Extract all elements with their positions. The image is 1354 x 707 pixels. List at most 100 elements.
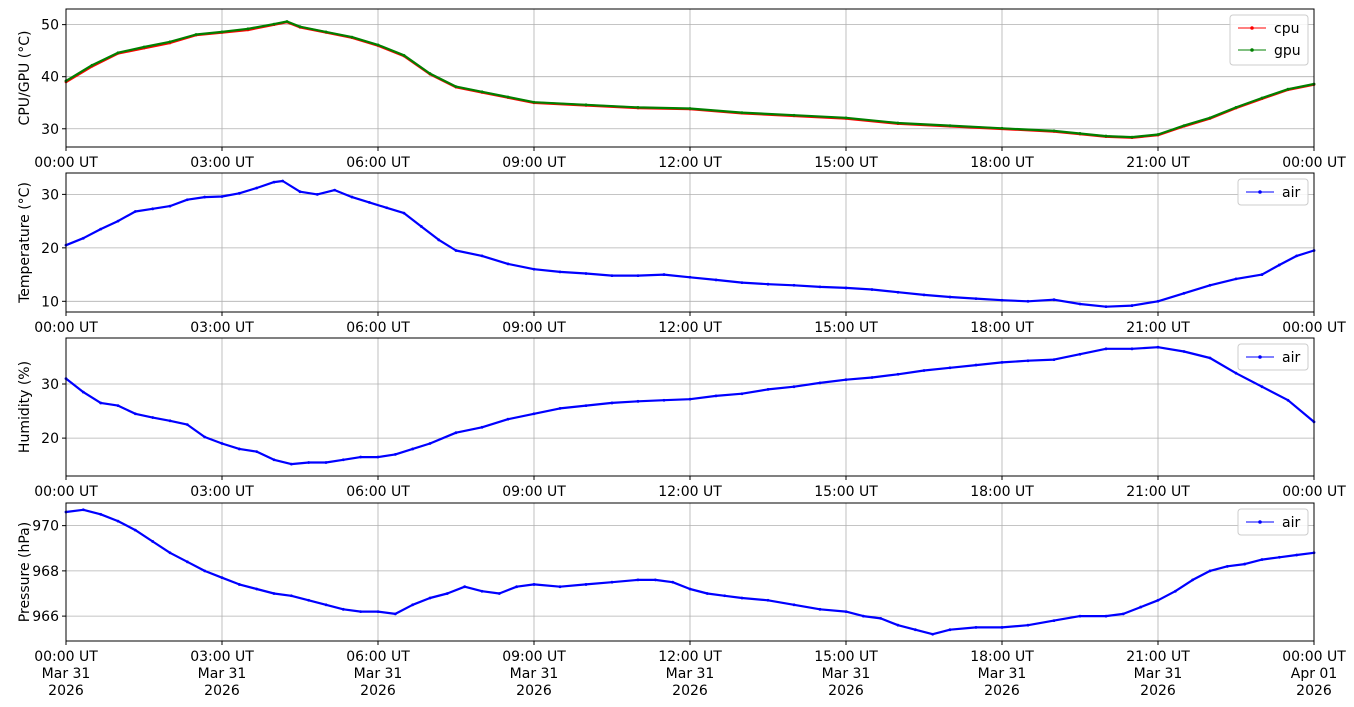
data-point	[385, 206, 389, 210]
x-tick-label: 03:00 UT	[190, 320, 254, 336]
data-point	[558, 406, 562, 410]
x-tick-label: 12:00 UT	[658, 320, 722, 336]
x-tick-label: 15:00 UT	[814, 155, 878, 171]
data-point	[948, 295, 952, 299]
data-point	[1026, 359, 1030, 363]
legend: air	[1237, 508, 1309, 536]
data-point	[350, 35, 354, 39]
data-point	[1104, 134, 1108, 138]
x-tick-label: 12:00 UT Mar 31 2026	[658, 649, 722, 699]
data-point	[714, 278, 718, 282]
data-point	[974, 363, 978, 367]
data-point	[454, 431, 458, 435]
data-point	[237, 191, 241, 195]
series-line-air	[65, 179, 1315, 308]
data-point	[792, 113, 796, 117]
data-point	[168, 204, 172, 208]
data-point	[272, 180, 276, 184]
data-point	[237, 583, 241, 586]
data-point	[324, 603, 328, 607]
data-point	[636, 106, 640, 109]
data-point	[341, 607, 345, 611]
data-point	[870, 376, 874, 379]
x-tick-label: 09:00 UT	[502, 484, 566, 500]
y-tick-label: 20	[41, 431, 59, 447]
data-point	[922, 369, 926, 372]
data-point	[931, 632, 935, 636]
legend-marker	[1258, 190, 1262, 194]
data-point	[844, 286, 848, 290]
data-point	[437, 238, 441, 242]
data-point	[948, 366, 952, 370]
data-point	[454, 249, 458, 252]
subplots: 30 40 50 00:00 UT 03:00 UT 06:00 UT 09:00 UT 12…	[17, 8, 1346, 699]
data-point	[255, 587, 259, 591]
data-point	[1156, 133, 1160, 136]
data-point	[116, 519, 120, 523]
data-point	[688, 397, 692, 401]
data-point	[428, 596, 432, 600]
x-tick-label: 03:00 UT	[190, 155, 254, 171]
legend-label-air: air	[1282, 185, 1300, 201]
data-point	[1000, 626, 1004, 629]
data-point	[1052, 129, 1056, 133]
data-point	[653, 578, 657, 582]
data-point	[558, 585, 562, 589]
data-point	[411, 447, 415, 451]
data-point	[1104, 347, 1108, 351]
data-point	[1182, 291, 1186, 295]
data-point	[740, 596, 744, 600]
data-point	[1130, 135, 1134, 139]
data-point	[194, 33, 198, 36]
y-axis-label: Humidity (%)	[17, 361, 33, 453]
data-point	[185, 198, 189, 202]
data-point	[99, 512, 103, 516]
data-point	[532, 267, 536, 271]
x-tick-label: 06:00 UT	[346, 155, 410, 171]
data-point	[1139, 605, 1143, 609]
data-point	[480, 425, 484, 429]
data-point	[203, 435, 207, 439]
data-point	[818, 607, 822, 611]
legend-marker	[1250, 26, 1254, 30]
data-point	[272, 592, 276, 595]
y-tick-label: 970	[32, 519, 59, 535]
subplot-2: 10 20 30 00:00 UT 03:00 UT 06:00 UT 09:00 UT 12…	[17, 172, 1346, 336]
data-point	[133, 210, 137, 213]
data-point	[324, 30, 328, 34]
data-point	[896, 623, 900, 627]
x-tick-label: 00:00 UT	[34, 320, 98, 336]
data-point	[220, 30, 224, 34]
data-point	[376, 610, 380, 613]
x-tick-label: 03:00 UT	[190, 484, 254, 500]
data-point	[896, 372, 900, 376]
x-tick-label: 12:00 UT	[658, 155, 722, 171]
data-point	[1260, 558, 1264, 561]
y-axis-label: Temperature (°C)	[17, 182, 33, 304]
data-point	[1260, 96, 1264, 100]
data-point	[1234, 106, 1238, 109]
legend-label-gpu: gpu	[1274, 43, 1301, 59]
data-point	[506, 95, 510, 99]
data-point	[1243, 562, 1247, 566]
data-point	[393, 452, 397, 456]
data-point	[1191, 578, 1195, 582]
x-tick-label: 21:00 UT Mar 31 2026	[1126, 649, 1190, 699]
x-tick-label: 06:00 UT Mar 31 2026	[346, 649, 410, 699]
data-point	[133, 528, 137, 532]
x-tick-label: 00:00 UT Apr 01 2026	[1282, 649, 1346, 699]
data-point	[116, 404, 120, 408]
data-point	[1156, 345, 1160, 349]
x-tick-label: 21:00 UT	[1126, 320, 1190, 336]
data-point	[636, 274, 640, 278]
data-point	[99, 227, 103, 231]
x-tick-label: 15:00 UT	[814, 484, 878, 500]
legend: air	[1237, 343, 1309, 371]
data-point	[298, 25, 302, 29]
data-point	[1277, 555, 1281, 559]
data-point	[922, 293, 926, 297]
data-point	[792, 283, 796, 287]
data-point	[662, 273, 666, 276]
data-point	[1000, 360, 1004, 364]
x-tick-label: 06:00 UT	[346, 484, 410, 500]
